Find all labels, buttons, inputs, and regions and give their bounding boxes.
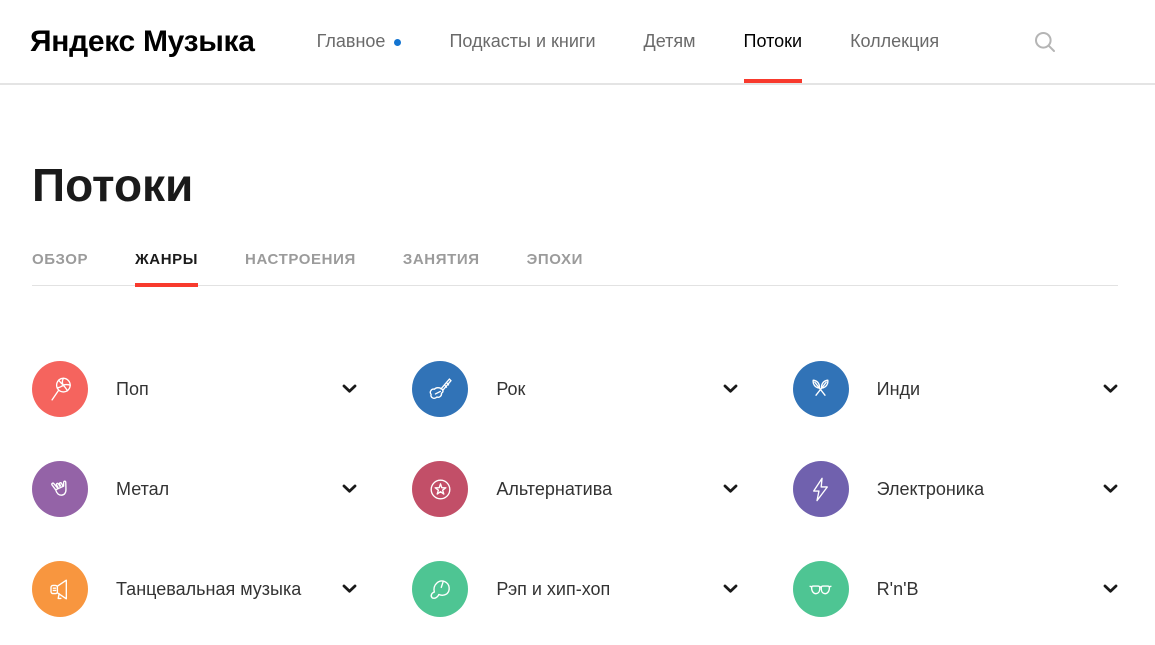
genre-circle — [412, 561, 469, 617]
chevron-down-icon — [342, 584, 357, 593]
genre-expand-button[interactable] — [342, 384, 357, 394]
genre-label: R'n'B — [876, 578, 919, 599]
genre-label: Рок — [496, 378, 526, 399]
cap-icon — [430, 579, 450, 599]
genre-label: Инди — [876, 378, 921, 399]
genre-label: Метал — [116, 478, 170, 499]
genre-circle — [792, 461, 849, 517]
genre-label: Электроника — [876, 478, 985, 499]
star-circle-icon — [430, 479, 451, 499]
genres-grid: Поп Рок Инди Метал Альтернатива Электроника Та… — [32, 361, 1118, 617]
genre-expand-button[interactable] — [342, 584, 357, 594]
genre-circle — [412, 461, 469, 517]
genre-circle — [792, 561, 849, 617]
sunglasses-icon — [809, 584, 832, 594]
nav-item-label: Детям — [643, 31, 696, 51]
main-nav: Главное Подкасты и книги Детям Потоки Коллек… — [317, 0, 939, 83]
lollipop-icon — [50, 377, 71, 401]
chevron-down-icon — [342, 484, 357, 493]
genre-item-rock[interactable]: Рок — [412, 361, 738, 417]
genre-item-dance[interactable]: Танцевальная музыка — [32, 561, 357, 617]
chevron-down-icon — [1103, 384, 1118, 393]
genre-item-indie[interactable]: Инди — [792, 361, 1118, 417]
lightning-icon — [813, 477, 829, 501]
nav-item-label: Главное — [316, 31, 386, 51]
genre-circle — [792, 361, 849, 417]
chevron-down-icon — [723, 384, 738, 393]
genre-item-electronic[interactable]: Электроника — [792, 461, 1118, 517]
rock-hand-icon — [50, 480, 67, 496]
genre-expand-button[interactable] — [1103, 384, 1118, 394]
genre-expand-button[interactable] — [1103, 584, 1118, 594]
genre-label: Альтернатива — [496, 478, 613, 499]
genre-item-metal[interactable]: Метал — [32, 461, 357, 517]
section-tabs: ОБЗОР ЖАНРЫ НАСТРОЕНИЯ ЗАНЯТИЯ ЭПОХИ — [32, 251, 1118, 287]
nav-item-label: Потоки — [743, 31, 803, 51]
tab-moods[interactable]: НАСТРОЕНИЯ — [245, 251, 356, 268]
nav-item-kids[interactable]: Детям — [644, 0, 696, 83]
genre-circle — [412, 361, 469, 417]
genre-expand-button[interactable] — [342, 484, 357, 494]
genre-expand-button[interactable] — [723, 384, 738, 394]
genre-expand-button[interactable] — [723, 484, 738, 494]
chevron-down-icon — [342, 384, 357, 393]
genre-expand-button[interactable] — [1103, 484, 1118, 494]
tab-epochs[interactable]: ЭПОХИ — [526, 251, 583, 268]
page-title: Потоки — [32, 159, 194, 211]
nav-item-label: Подкасты и книги — [449, 31, 596, 51]
genre-label: Рэп и хип-хоп — [496, 578, 611, 599]
notification-dot-icon — [394, 38, 402, 46]
guitar-icon — [429, 377, 452, 399]
app-logo[interactable]: Яндекс Музыка — [30, 24, 255, 58]
search-button[interactable] — [1033, 0, 1057, 83]
megaphone-icon — [49, 579, 67, 599]
genre-item-rap-hiphop[interactable]: Рэп и хип-хоп — [412, 561, 738, 617]
tab-overview[interactable]: ОБЗОР — [32, 251, 89, 268]
genre-circle — [32, 361, 88, 417]
genre-item-alternative[interactable]: Альтернатива — [412, 461, 738, 517]
genre-circle — [32, 561, 88, 617]
chevron-down-icon — [723, 584, 738, 593]
tab-genres[interactable]: ЖАНРЫ — [135, 251, 198, 287]
genre-label: Танцевальная музыка — [116, 578, 302, 599]
feathers-icon — [812, 379, 829, 396]
chevron-down-icon — [1103, 484, 1118, 493]
top-header: Яндекс Музыка Главное Подкасты и книги Дет… — [0, 0, 1155, 85]
genre-label: Поп — [116, 378, 149, 399]
genre-circle — [32, 461, 88, 517]
nav-item-main[interactable]: Главное — [317, 0, 402, 83]
genre-item-pop[interactable]: Поп — [32, 361, 357, 417]
genre-item-rnb[interactable]: R'n'B — [792, 561, 1118, 617]
nav-item-streams[interactable]: Потоки — [743, 0, 803, 83]
chevron-down-icon — [723, 484, 738, 493]
nav-item-podcasts-books[interactable]: Подкасты и книги — [449, 0, 595, 83]
page-content: Потоки ОБЗОР ЖАНРЫ НАСТРОЕНИЯ ЗАНЯТИЯ ЭПОХИ … — [0, 158, 1155, 617]
chevron-down-icon — [1103, 584, 1118, 593]
nav-item-label: Коллекция — [850, 31, 940, 51]
genre-expand-button[interactable] — [723, 584, 738, 594]
search-icon — [1035, 31, 1055, 52]
nav-item-collection[interactable]: Коллекция — [850, 0, 939, 83]
tab-activity[interactable]: ЗАНЯТИЯ — [402, 251, 480, 268]
